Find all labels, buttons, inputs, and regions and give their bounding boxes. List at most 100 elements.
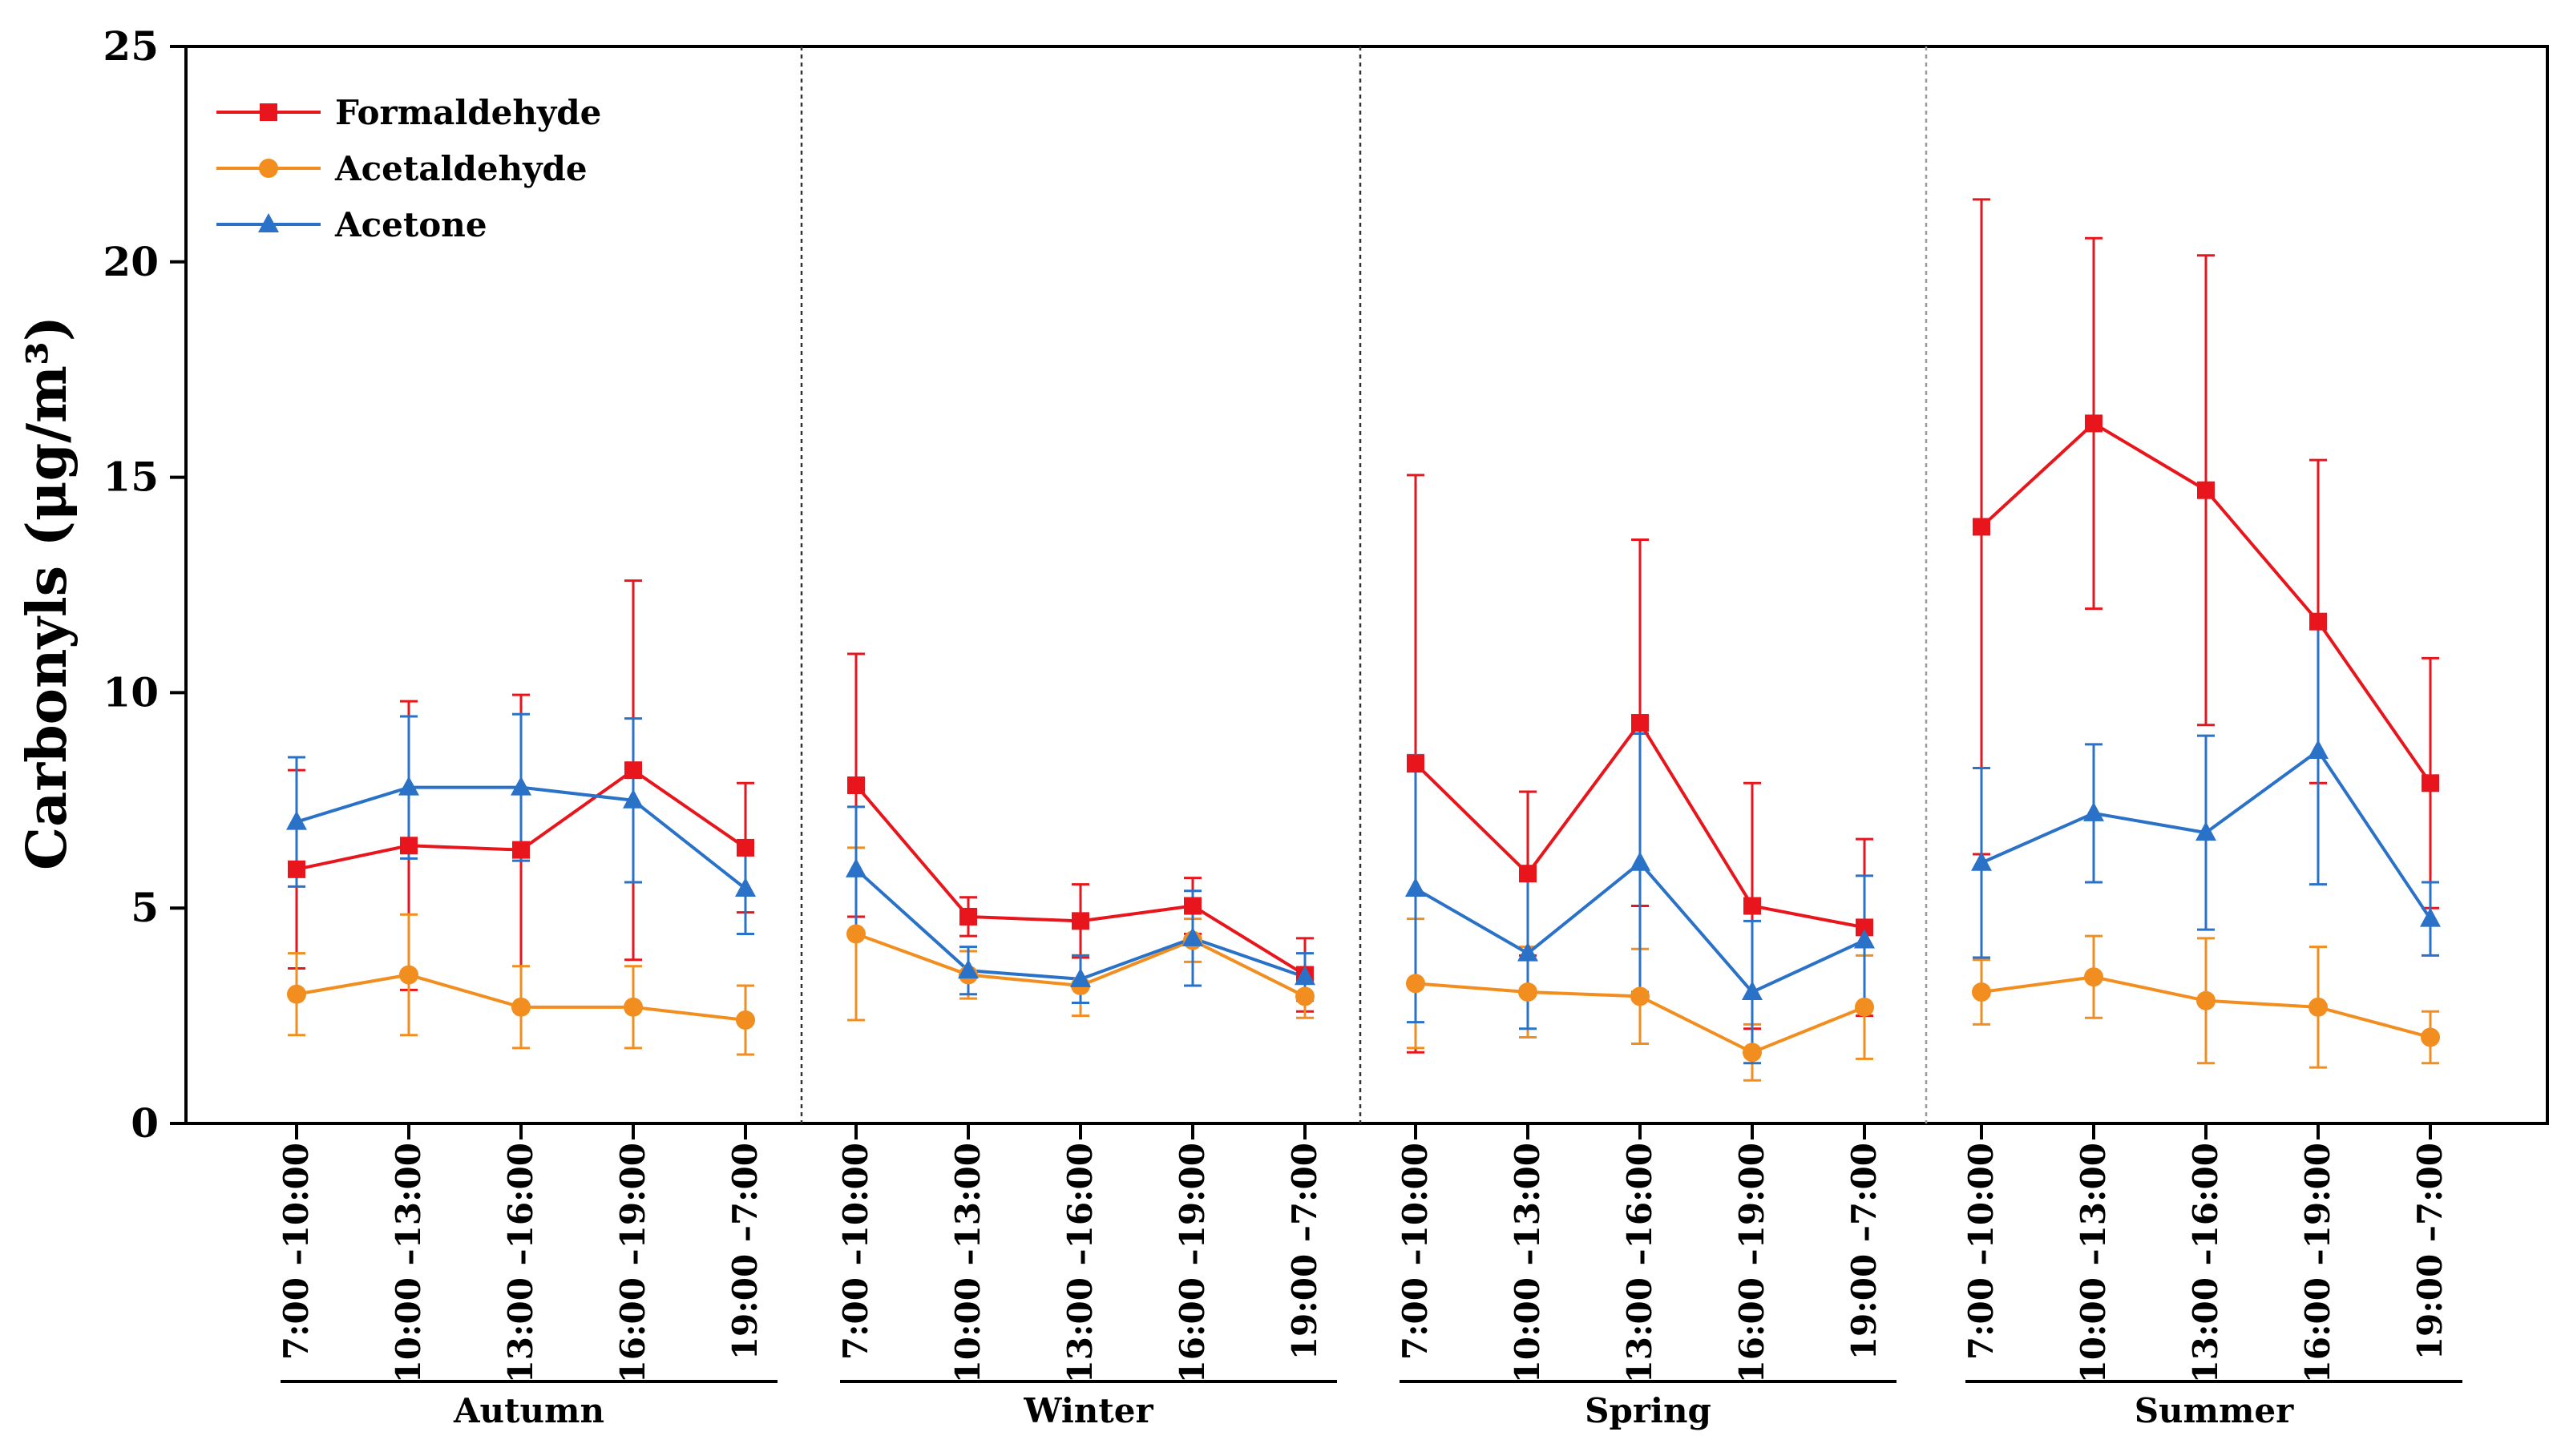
plot-border [184,45,2549,1125]
formaldehyde-point [1407,755,1424,773]
acetone-point [2195,821,2216,841]
x-tick-label: 13:00 –16:00 [501,1143,540,1383]
acetaldehyde-point [1855,997,1874,1017]
acetone-point [735,877,756,897]
acetaldehyde-point [399,965,418,985]
x-tick-label: 7:00 –10:00 [277,1143,316,1360]
formaldehyde-point [624,761,642,780]
acetaldehyde-point [2308,997,2328,1017]
legend-marker-acetaldehyde [259,159,278,178]
acetaldehyde-point [2421,1027,2440,1047]
acetaldehyde-point [1630,986,1650,1006]
legend-label-acetaldehyde: Acetaldehyde [334,149,588,188]
legend-marker-formaldehyde [260,103,277,121]
plot-frame [184,45,2549,1125]
acetone-point [623,788,644,809]
x-tick-label: 19:00 –7:00 [725,1143,765,1360]
acetone-point [1742,981,1763,1001]
season-label: Winter [1023,1391,1153,1430]
x-tick-label: 10:00 –13:00 [2074,1143,2113,1383]
formaldehyde-point [400,837,418,855]
acetone-point [1630,851,1650,871]
formaldehyde-point [512,841,530,859]
error-bars [288,198,2439,1082]
acetaldehyde-point [1743,1043,1762,1063]
x-tick-label: 10:00 –13:00 [1508,1143,1547,1383]
acetaldehyde-point [2084,967,2103,987]
acetone-point [1517,942,1538,962]
acetaldehyde-point [1406,974,1425,994]
formaldehyde-point [847,776,865,794]
formaldehyde-point [1973,518,1990,536]
x-tick-label: 19:00 –7:00 [1285,1143,1324,1360]
x-tick-label: 7:00 –10:00 [1961,1143,2001,1360]
legend-marker-acetone [258,213,279,232]
x-tick-label: 16:00 –19:00 [613,1143,652,1383]
acetone-point [398,776,419,796]
y-axis: 0 5 10 15 20 25 [103,22,186,1147]
acetaldehyde-point [736,1010,755,1030]
formaldehyde-point [1184,897,1202,915]
y-axis-label: Carbonyls (μg/m³) [15,316,79,870]
x-tick-label: 13:00 –16:00 [1620,1143,1659,1383]
x-tick-label: 19:00 –7:00 [1844,1143,1884,1360]
acetone-point [2420,907,2441,927]
season-label: Autumn [453,1391,604,1430]
legend-label-acetone: Acetone [334,205,487,244]
acetaldehyde-point [2196,990,2216,1010]
x-tick-label: 13:00 –16:00 [1060,1143,1100,1383]
x-tick-label: 10:00 –13:00 [948,1143,988,1383]
acetaldehyde-point [846,924,866,944]
acetaldehyde-point [1518,982,1537,1002]
acetone-point [1182,926,1203,946]
acetone-point [1971,851,1992,871]
formaldehyde-point [2309,612,2327,631]
x-tick-label: 16:00 –19:00 [1732,1143,1771,1383]
acetone-point [2083,801,2104,821]
season-label: Summer [2135,1391,2294,1430]
formaldehyde-point [1072,912,1089,930]
legend: Formaldehyde Acetaldehyde Acetone [216,93,601,244]
legend-label-formaldehyde: Formaldehyde [335,93,601,132]
y-tick-label: 25 [103,22,159,70]
x-tick-label: 13:00 –16:00 [2186,1143,2225,1383]
formaldehyde-point [1519,865,1537,883]
acetone-point [511,776,531,796]
acetaldehyde-point [287,984,306,1004]
formaldehyde-point [2422,774,2439,793]
season-dividers [800,46,1928,1123]
formaldehyde-point [1631,714,1649,732]
acetone-point [286,810,307,830]
formaldehyde-point [737,838,754,857]
formaldehyde-point [959,907,977,926]
acetaldehyde-point [1295,986,1315,1006]
x-tick-label: 19:00 –7:00 [2410,1143,2450,1360]
y-tick-label: 0 [131,1099,159,1147]
x-axis: 7:00 –10:00 10:00 –13:00 13:00 –16:00 16:00… [277,1123,2462,1430]
x-tick-label: 10:00 –13:00 [389,1143,428,1383]
acetone-point [1070,967,1091,987]
formaldehyde-point [2197,481,2215,499]
x-tick-label: 7:00 –10:00 [836,1143,875,1360]
formaldehyde-point [2085,414,2102,433]
y-tick-label: 20 [103,238,159,285]
acetaldehyde-point [1972,982,1991,1002]
y-tick-label: 15 [103,454,159,501]
acetone-point [846,857,866,877]
acetaldehyde-point [511,997,531,1017]
acetone-point [1295,966,1315,986]
x-tick-label: 16:00 –19:00 [1173,1143,1212,1383]
formaldehyde-point [1743,897,1761,915]
season-label: Spring [1585,1391,1711,1430]
acetaldehyde-point [624,997,643,1017]
series-lines [296,421,2432,1055]
y-tick-label: 5 [131,884,159,931]
acetone-point [1405,877,1426,897]
acetone-point [1854,929,1875,949]
y-tick-label: 10 [103,668,159,716]
x-tick-label: 7:00 –10:00 [1396,1143,1435,1360]
formaldehyde-point [1856,918,1873,937]
formaldehyde-point [288,860,305,878]
x-tick-label: 16:00 –19:00 [2298,1143,2337,1383]
